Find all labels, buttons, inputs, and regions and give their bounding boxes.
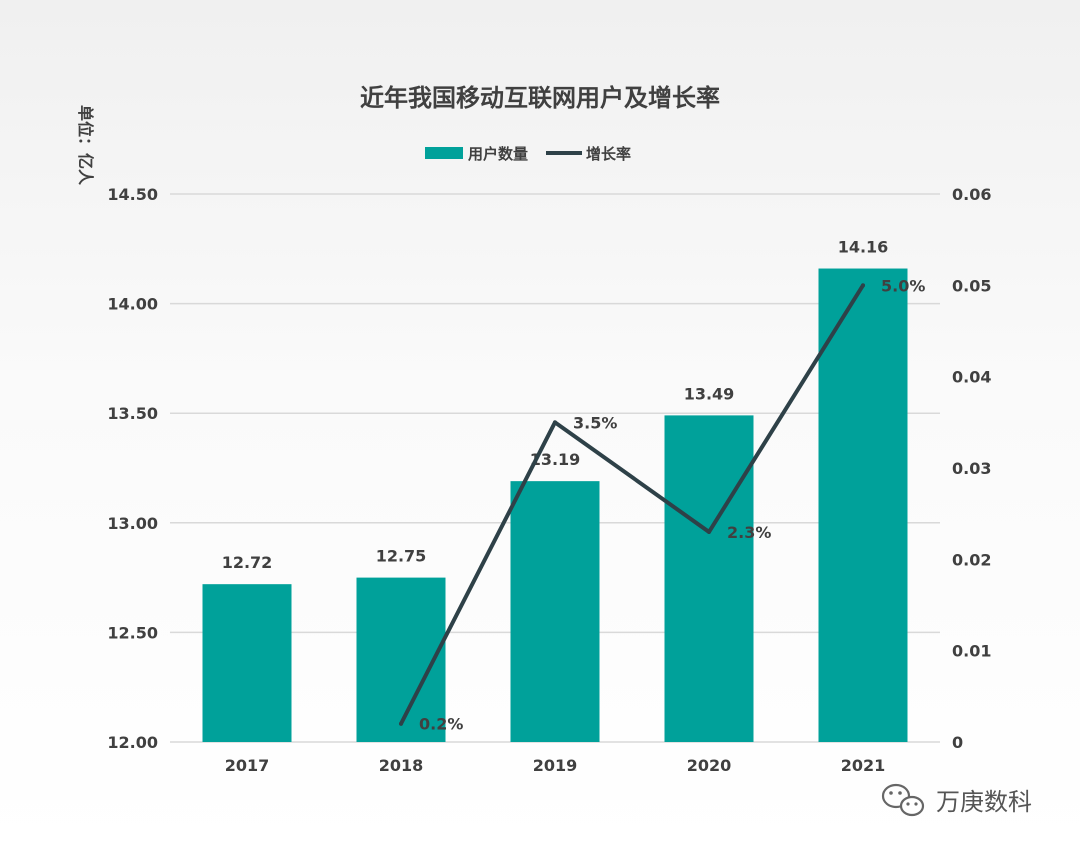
line-labels: 0.2% 3.5% 2.3% 5.0%	[419, 276, 925, 733]
bar-value-label: 13.19	[530, 450, 581, 469]
left-tick-label: 14.00	[107, 295, 158, 314]
watermark-text: 万庚数科	[936, 788, 1032, 816]
growth-rate-line	[399, 283, 865, 726]
right-tick-label: 0.03	[952, 459, 991, 478]
bar	[356, 577, 446, 742]
line-point	[399, 721, 403, 726]
line-series	[399, 283, 865, 726]
bar-labels: 12.72 12.75 13.19 13.49 14.16	[222, 238, 889, 573]
bar	[202, 584, 292, 742]
bar-series	[202, 268, 908, 742]
x-tick-label: 2021	[841, 756, 886, 775]
right-tick-label: 0.04	[952, 368, 991, 387]
bar-value-label: 12.72	[222, 553, 273, 572]
line-point	[707, 529, 711, 534]
right-tick-label: 0.05	[952, 276, 991, 295]
left-tick-label: 12.00	[107, 733, 158, 752]
wechat-icon	[881, 783, 925, 817]
x-tick-label: 2018	[379, 756, 424, 775]
left-axis: 12.00 12.50 13.00 13.50 14.00 14.50	[107, 185, 158, 752]
line-value-label: 0.2%	[419, 715, 463, 734]
bar	[664, 415, 754, 742]
right-tick-label: 0.02	[952, 550, 991, 569]
x-tick-label: 2020	[687, 756, 732, 775]
line-value-label: 3.5%	[573, 413, 617, 432]
bar	[510, 481, 600, 742]
left-tick-label: 13.50	[107, 404, 158, 423]
left-tick-label: 12.50	[107, 623, 158, 642]
chart-title: 近年我国移动互联网用户及增长率	[360, 84, 720, 112]
line-value-label: 5.0%	[881, 276, 925, 295]
bar-value-label: 14.16	[838, 238, 889, 257]
y-axis-label: 单位：亿人	[76, 105, 95, 186]
right-tick-label: 0.06	[952, 185, 991, 204]
x-axis: 2017 2018 2019 2020 2021	[225, 756, 886, 775]
bar	[818, 268, 908, 742]
bar-value-label: 12.75	[376, 547, 427, 566]
right-tick-label: 0	[952, 733, 963, 752]
legend-label-line: 增长率	[586, 145, 631, 163]
right-tick-label: 0.01	[952, 642, 991, 661]
watermark: 万庚数科	[881, 783, 1032, 817]
bar-value-label: 13.49	[684, 384, 735, 403]
line-value-label: 2.3%	[727, 523, 771, 542]
left-tick-label: 14.50	[107, 185, 158, 204]
x-tick-label: 2019	[533, 756, 578, 775]
legend: 用户数量 增长率	[425, 145, 631, 163]
left-tick-label: 13.00	[107, 514, 158, 533]
line-point	[553, 420, 557, 425]
line-point	[861, 283, 865, 288]
right-axis: 0 0.01 0.02 0.03 0.04 0.05 0.06	[952, 185, 991, 752]
legend-label-bar: 用户数量	[468, 145, 528, 163]
legend-swatch-bar	[425, 147, 463, 159]
x-tick-label: 2017	[225, 756, 270, 775]
